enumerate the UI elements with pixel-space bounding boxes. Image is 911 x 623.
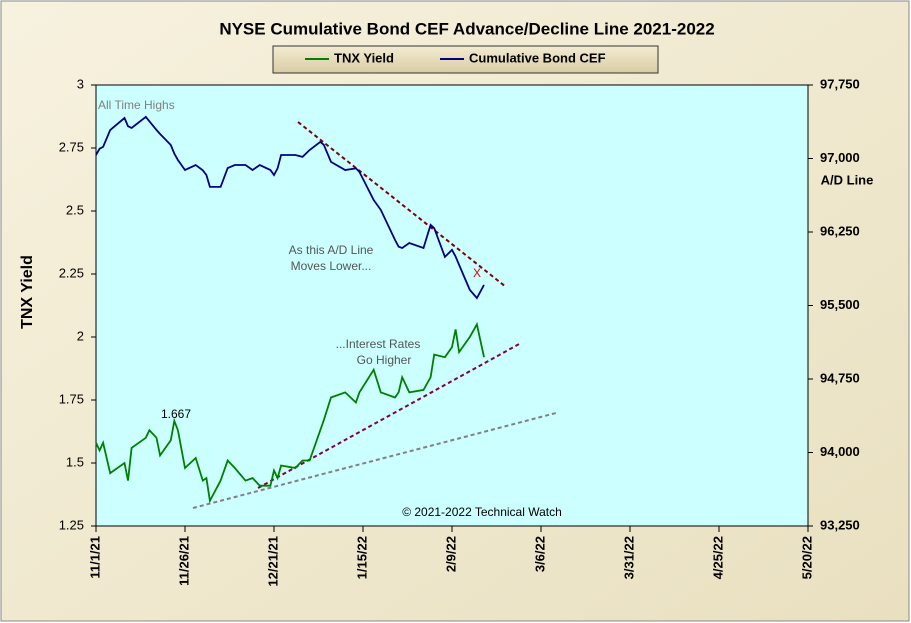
y-tick-label: 2 (77, 328, 84, 343)
annotation: © 2021-2022 Technical Watch (402, 505, 562, 519)
y2-tick-label: 93,250 (820, 517, 860, 532)
y-tick-label: 2.75 (59, 139, 84, 154)
y-tick-label: 2.25 (59, 265, 84, 280)
y2-tick-label: 96,250 (820, 223, 860, 238)
annotation: 1.667 (161, 407, 191, 421)
y-tick-label: 2.5 (66, 202, 84, 217)
annotation: X (473, 266, 481, 280)
y2-tick-label: 95,500 (820, 297, 860, 312)
x-tick-label: 11/26/21 (176, 536, 191, 586)
y-tick-label: 1.25 (59, 517, 84, 532)
chart-title: NYSE Cumulative Bond CEF Advance/Decline… (219, 19, 714, 38)
annotation: Moves Lower... (291, 259, 372, 273)
y2-tick-label: 94,750 (820, 370, 860, 385)
x-tick-label: 11/1/21 (87, 536, 102, 579)
annotation: Go Higher (357, 353, 412, 367)
plot-area (95, 84, 809, 527)
x-tick-label: 5/20/22 (799, 536, 814, 579)
y-tick-label: 3 (77, 76, 84, 91)
y2-tick-label: 97,000 (820, 150, 860, 165)
y2-axis-label: A/D Line (821, 172, 874, 187)
trend-line (297, 121, 507, 288)
x-tick-label: 4/25/22 (710, 536, 725, 579)
trend-line (257, 342, 522, 489)
legend-label: TNX Yield (334, 50, 394, 65)
x-tick-label: 12/21/21 (265, 536, 280, 587)
y-tick-label: 1.75 (59, 391, 84, 406)
x-tick-label: 3/6/22 (532, 536, 547, 572)
y-tick-label: 1.5 (66, 454, 84, 469)
y2-tick-label: 94,000 (820, 444, 860, 459)
legend (272, 45, 659, 74)
series-line (95, 321, 485, 504)
legend-label: Cumulative Bond CEF (469, 50, 606, 65)
x-tick-label: 1/15/22 (354, 536, 369, 579)
annotation: ...Interest Rates (336, 337, 421, 351)
series-line (95, 115, 485, 300)
y-axis-label: TNX Yield (19, 255, 36, 329)
annotation: All Time Highs (98, 98, 175, 112)
y2-tick-label: 97,750 (820, 76, 860, 91)
annotation: As this A/D Line (289, 243, 374, 257)
x-tick-label: 3/31/22 (621, 536, 636, 579)
x-tick-label: 2/9/22 (443, 536, 458, 572)
